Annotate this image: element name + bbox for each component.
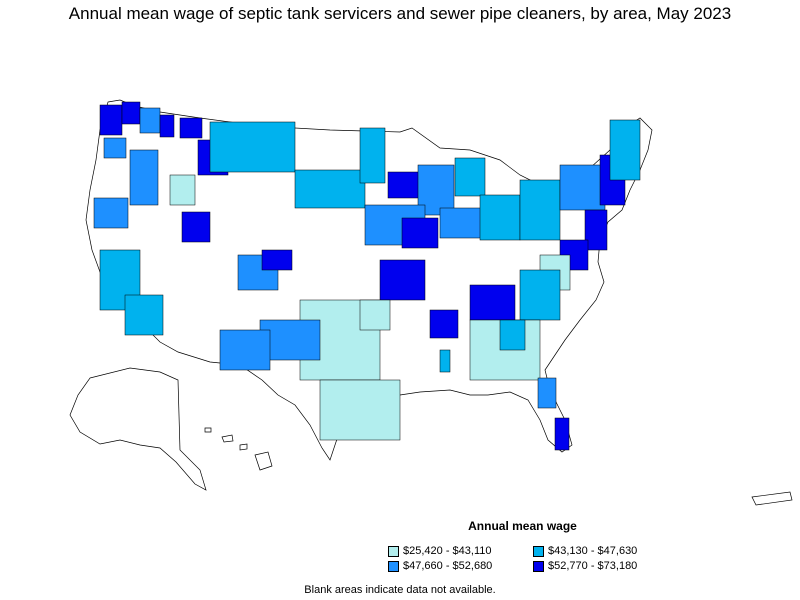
map-region <box>537 377 557 409</box>
puerto-rico-outline <box>751 491 793 506</box>
map-region <box>499 319 526 351</box>
map-region <box>319 379 401 441</box>
map-region <box>479 194 521 241</box>
map-title: Annual mean wage of septic tank servicer… <box>68 4 732 23</box>
legend-swatch-1 <box>388 545 399 557</box>
legend-swatch-2 <box>533 545 544 557</box>
map-region <box>294 169 366 209</box>
hawaii-island-3 <box>239 443 248 451</box>
map-region <box>387 171 421 199</box>
data-note: Blank areas indicate data not available. <box>304 584 496 596</box>
legend-label-2: $43,130 - $47,630 <box>548 545 638 557</box>
puerto-rico <box>751 491 793 506</box>
map-regions <box>93 101 641 451</box>
map-region <box>159 114 175 138</box>
map-region <box>359 299 391 331</box>
legend-label-4: $52,770 - $73,180 <box>548 560 638 572</box>
legend-item-2: $43,130 - $47,630 <box>533 545 637 557</box>
map-region <box>359 127 386 184</box>
map-region <box>554 417 570 451</box>
map-region <box>219 329 271 371</box>
legend-label-1: $25,420 - $43,110 <box>403 545 492 557</box>
map-region <box>401 217 439 249</box>
map-region <box>99 104 123 136</box>
hawaii <box>204 427 273 471</box>
map-region <box>103 137 127 159</box>
map-region <box>429 309 459 339</box>
map-region <box>454 157 486 197</box>
map-region <box>519 179 561 241</box>
map-region <box>469 284 516 321</box>
legend-swatch-4 <box>533 560 544 572</box>
legend-title: Annual mean wage <box>468 519 577 533</box>
alaska <box>69 367 207 491</box>
legend-swatch-3 <box>388 560 399 572</box>
map-region <box>121 101 141 125</box>
alaska-outline <box>69 367 207 491</box>
map-region <box>261 249 293 271</box>
hawaii-island-1 <box>204 427 212 433</box>
legend-item-4: $52,770 - $73,180 <box>533 560 637 572</box>
map-region <box>139 107 161 134</box>
map-region <box>584 209 608 251</box>
map-region <box>609 119 641 181</box>
legend-item-1: $25,420 - $43,110 <box>388 545 491 557</box>
map-region <box>519 269 561 321</box>
legend-item-3: $47,660 - $52,680 <box>388 560 492 572</box>
map-region <box>124 294 164 336</box>
hawaii-island-2 <box>221 434 234 443</box>
legend-label-3: $47,660 - $52,680 <box>403 560 493 572</box>
map-region <box>181 211 211 243</box>
map-region <box>439 349 451 373</box>
map-region <box>559 164 606 211</box>
map-region <box>93 197 129 229</box>
map-region <box>179 117 203 139</box>
map-region <box>209 121 296 173</box>
map-region <box>169 174 196 206</box>
map-region <box>129 149 159 206</box>
map-region <box>379 259 426 301</box>
hawaii-island-4 <box>254 451 273 471</box>
